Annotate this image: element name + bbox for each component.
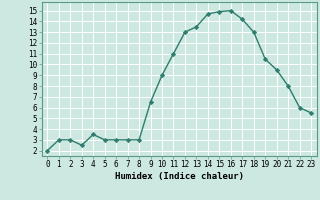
X-axis label: Humidex (Indice chaleur): Humidex (Indice chaleur) <box>115 172 244 181</box>
